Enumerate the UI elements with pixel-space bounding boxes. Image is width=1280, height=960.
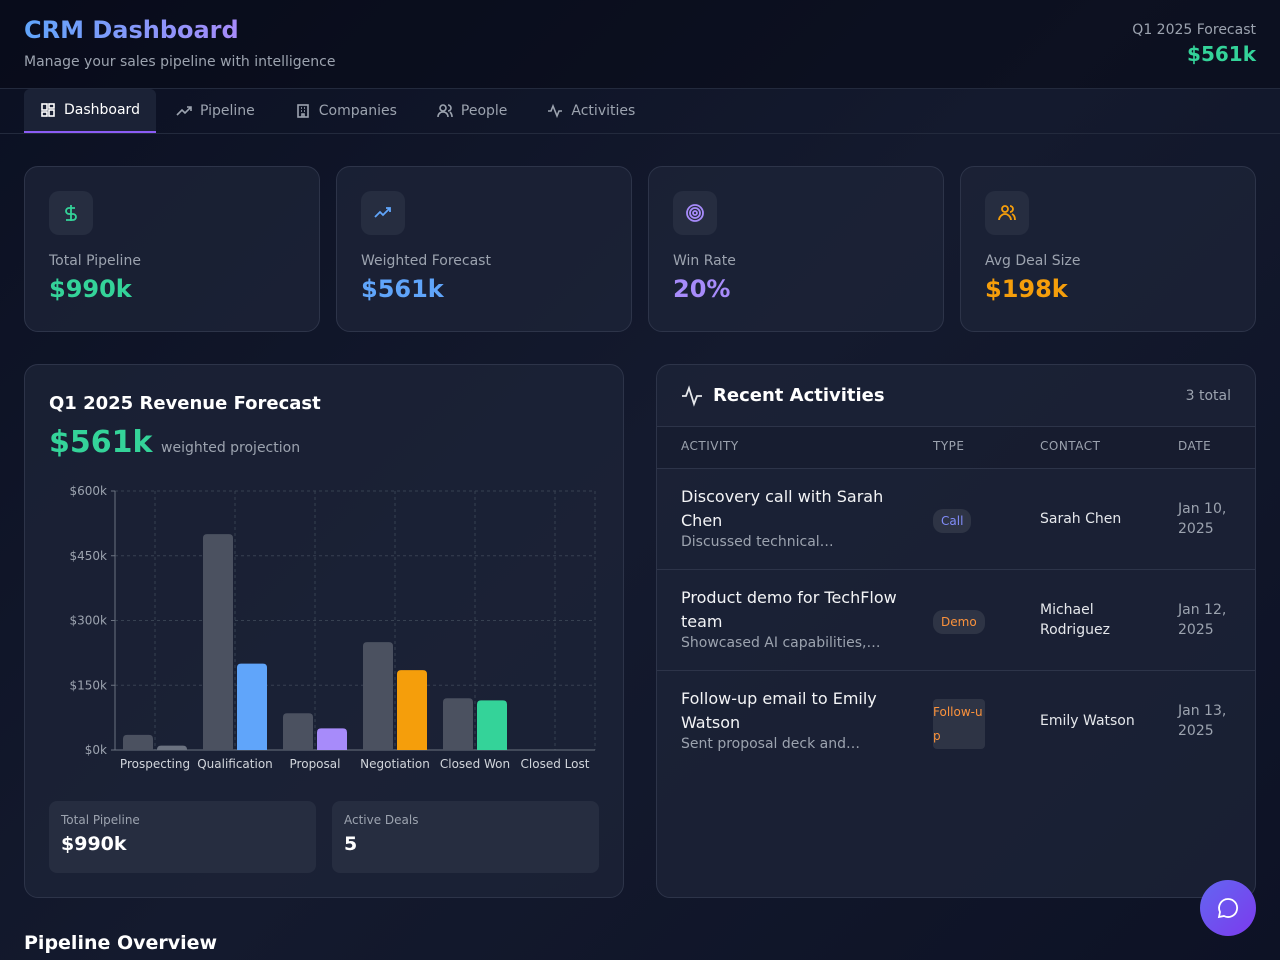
y-tick-label: $150k xyxy=(70,678,108,692)
caption: weighted projection xyxy=(161,440,301,456)
card-title: Recent Activities xyxy=(713,385,885,406)
x-tick-label: Proposal xyxy=(290,757,341,771)
activity-title: Follow-up email to Emily Watson xyxy=(681,689,877,732)
forecast-label: Q1 2025 Forecast xyxy=(1132,22,1256,38)
bar xyxy=(443,698,473,750)
section-title: Pipeline Overview xyxy=(24,932,218,954)
forecast-card: Q1 2025 Revenue Forecast $561k weighted … xyxy=(24,364,624,898)
activity-row[interactable]: Product demo for TechFlow team Showcased… xyxy=(657,569,1255,670)
tab-label: Pipeline xyxy=(199,103,255,119)
tab-label: Companies xyxy=(318,103,397,119)
title: CRM Dashboard xyxy=(24,16,239,44)
column-header: CONTACT xyxy=(1040,439,1101,453)
activity-row[interactable]: Discovery call with Sarah Chen Discussed… xyxy=(657,468,1255,569)
bar xyxy=(363,642,393,750)
tab[interactable]: People xyxy=(417,89,528,133)
x-tick-label: Prospecting xyxy=(120,757,190,771)
contact: Emily Watson xyxy=(1040,713,1135,729)
summary-value: $990k xyxy=(61,833,127,855)
activity-note: Showcased AI capabilities,… xyxy=(681,635,881,651)
stat-card: Total Pipeline $990k xyxy=(24,166,320,332)
stat-label: Avg Deal Size xyxy=(985,253,1081,269)
header xyxy=(0,0,1280,89)
table-head xyxy=(657,426,1255,468)
stat-card: Weighted Forecast $561k xyxy=(336,166,632,332)
forecast-amount: $561k xyxy=(49,425,153,460)
count: 3 total xyxy=(1185,388,1231,404)
column-header: TYPE xyxy=(933,439,965,453)
bar xyxy=(123,734,153,750)
x-tick-label: Closed Won xyxy=(440,757,510,771)
tab[interactable]: Companies xyxy=(275,89,417,133)
summary: Total Pipeline $990k xyxy=(49,801,316,873)
tab-label: Activities xyxy=(571,103,636,119)
summary: Active Deals 5 xyxy=(332,801,599,873)
stat-value: $561k xyxy=(361,275,444,303)
bar xyxy=(157,745,187,750)
bar xyxy=(283,713,313,750)
x-tick-label: Negotiation xyxy=(360,757,430,771)
y-tick-label: $600k xyxy=(70,484,108,498)
type-badge: Call xyxy=(933,509,972,533)
contact: Sarah Chen xyxy=(1040,511,1122,527)
activity-note: Sent proposal deck and… xyxy=(681,736,860,752)
bar xyxy=(317,728,347,750)
column-header: DATE xyxy=(1178,439,1212,453)
stat-card: Win Rate 20% xyxy=(648,166,944,332)
stat-label: Win Rate xyxy=(673,253,736,269)
y-tick-label: $300k xyxy=(70,614,108,628)
activity-note: Discussed technical… xyxy=(681,534,834,550)
icon xyxy=(682,385,702,407)
tab[interactable]: Activities xyxy=(527,89,655,133)
x-tick-label: Qualification xyxy=(197,757,273,771)
stat-value: $198k xyxy=(985,275,1068,303)
date: Jan 13, 2025 xyxy=(1178,703,1227,739)
y-tick-label: $0k xyxy=(85,743,107,757)
type-badge: Follow-up xyxy=(933,699,985,749)
stat-label: Weighted Forecast xyxy=(361,253,491,269)
type-badge: Demo xyxy=(933,610,985,634)
chart: $0k $150k $300k $450k $600k Prospecting Qualif… xyxy=(70,484,596,771)
forecast-value: $561k xyxy=(1187,42,1256,66)
x-tick-label: Closed Lost xyxy=(521,757,590,771)
activity-row[interactable]: Follow-up email to Emily Watson Sent pro… xyxy=(657,670,1255,771)
contact: Michael Rodriguez xyxy=(1040,602,1110,638)
activity-title: Product demo for TechFlow team xyxy=(681,588,897,631)
date: Jan 10, 2025 xyxy=(1178,501,1227,537)
stat-value: $990k xyxy=(49,275,132,303)
tab[interactable]: Dashboard xyxy=(24,89,156,133)
chat-button[interactable] xyxy=(1200,880,1256,936)
activity-title: Discovery call with Sarah Chen xyxy=(681,487,884,530)
summary-value: 5 xyxy=(344,833,358,855)
column-header: ACTIVITY xyxy=(681,439,739,453)
bar xyxy=(237,663,267,750)
tab-label: Dashboard xyxy=(64,102,140,118)
date: Jan 12, 2025 xyxy=(1178,602,1227,638)
stat-label: Total Pipeline xyxy=(49,253,141,269)
stat-card: Avg Deal Size $198k xyxy=(960,166,1256,332)
nav: Dashboard Pipeline Companies People Acti… xyxy=(0,89,1280,134)
stat-value: 20% xyxy=(673,275,731,303)
y-tick-label: $450k xyxy=(70,549,108,563)
bar xyxy=(203,534,233,750)
summary-label: Total Pipeline xyxy=(61,813,140,827)
activities-card: Recent Activities 3 total ACTIVITY TYPE … xyxy=(656,364,1256,898)
tab[interactable]: Pipeline xyxy=(156,89,275,133)
bar xyxy=(397,670,427,750)
bar xyxy=(477,700,507,750)
subtitle: Manage your sales pipeline with intellig… xyxy=(24,54,336,70)
summary-label: Active Deals xyxy=(344,813,419,827)
tab-label: People xyxy=(460,103,508,119)
card-title: Q1 2025 Revenue Forecast xyxy=(49,393,321,414)
